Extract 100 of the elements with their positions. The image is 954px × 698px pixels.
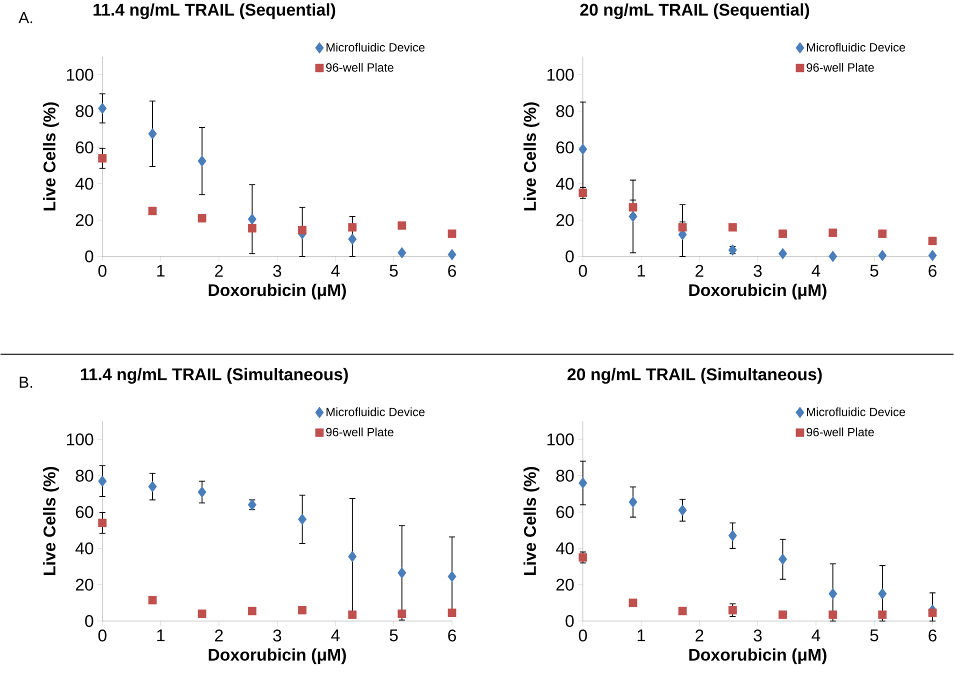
- point: [678, 504, 687, 516]
- y-tick-label: 0: [85, 250, 94, 262]
- y-tick-label: 100: [547, 433, 574, 446]
- x-tick-label: 2: [215, 264, 223, 277]
- y-tick-label: 0: [85, 615, 94, 628]
- point: [248, 224, 256, 232]
- point: [728, 530, 737, 542]
- x-axis-title: Doxorubicin (μM): [689, 284, 826, 300]
- point: [448, 248, 456, 260]
- x-tick-label: 3: [754, 264, 762, 277]
- x-tick-label: 0: [578, 630, 587, 642]
- point: [148, 480, 157, 492]
- point: [778, 248, 788, 260]
- point: [448, 608, 456, 618]
- y-axis-title: Live Cells (%): [524, 467, 540, 576]
- x-tick-label: 4: [812, 630, 820, 642]
- y-tick-label: 80: [76, 470, 94, 482]
- y-tick-label: 0: [566, 250, 574, 262]
- y-tick-label: 100: [66, 433, 94, 446]
- point: [248, 606, 256, 616]
- point: [348, 223, 357, 232]
- point: [778, 610, 787, 619]
- text: A.: [18, 12, 32, 24]
- point: [398, 221, 406, 230]
- x-tick-label: 4: [331, 264, 340, 277]
- y-axis-title: Live Cells (%): [43, 467, 59, 576]
- point: [828, 250, 838, 262]
- point: [928, 250, 937, 262]
- x-tick-label: 3: [754, 630, 762, 642]
- x-tick-label: 6: [928, 630, 936, 642]
- y-tick-label: 80: [76, 105, 94, 118]
- y-tick-label: 0: [566, 615, 574, 628]
- x-tick-label: 1: [157, 630, 165, 642]
- point: [828, 228, 838, 238]
- point: [878, 610, 887, 619]
- point: [828, 610, 838, 619]
- point: [198, 610, 206, 618]
- point: [728, 606, 737, 614]
- point: [148, 596, 157, 604]
- chart-title: 20 ng/mL TRAIL (Sequential): [580, 3, 810, 20]
- y-tick-label: 40: [556, 178, 574, 190]
- y-axis-title: Live Cells (%): [524, 102, 540, 210]
- x-tick-label: 0: [98, 630, 106, 642]
- y-tick-label: 60: [76, 506, 94, 518]
- point: [878, 230, 887, 238]
- x-tick-label: 2: [696, 630, 704, 642]
- point: [298, 226, 306, 234]
- x-tick-label: 3: [273, 630, 282, 642]
- point: [398, 610, 406, 618]
- y-tick-label: 20: [556, 214, 574, 226]
- point: [148, 128, 157, 140]
- point: [398, 567, 406, 579]
- x-tick-label: 0: [578, 264, 587, 277]
- point: [398, 247, 406, 258]
- y-tick-label: 100: [547, 68, 574, 81]
- x-tick-label: 5: [390, 630, 398, 642]
- y-tick-label: 60: [556, 141, 574, 154]
- point: [928, 608, 937, 618]
- point: [148, 206, 157, 216]
- x-tick-label: 4: [331, 630, 340, 642]
- y-tick-label: 40: [75, 542, 94, 554]
- y-tick-label: 60: [556, 506, 574, 518]
- y-tick-label: 40: [556, 542, 574, 554]
- legend-label: Microfluidic Device: [807, 407, 906, 416]
- x-tick-label: 6: [448, 264, 456, 277]
- point: [98, 476, 107, 487]
- legend-label: 96-well Plate: [806, 62, 874, 72]
- y-axis-title: Live Cells (%): [43, 102, 59, 210]
- y-tick-label: 100: [66, 68, 94, 81]
- y-tick-label: 40: [75, 178, 94, 190]
- legend-label: Microfluidic Device: [326, 42, 425, 52]
- x-tick-label: 5: [390, 264, 398, 277]
- point: [298, 606, 306, 614]
- legend-label: 96-well Plate: [326, 428, 394, 436]
- point: [348, 233, 357, 245]
- chart-title: 20 ng/mL TRAIL (Simultaneous): [568, 368, 822, 384]
- point: [628, 203, 638, 212]
- point: [578, 477, 588, 489]
- x-tick-label: 6: [928, 264, 936, 277]
- y-tick-label: 60: [76, 141, 94, 154]
- point: [628, 496, 638, 508]
- point: [298, 514, 307, 526]
- point: [98, 154, 107, 163]
- point: [628, 210, 638, 222]
- point: [778, 554, 788, 565]
- point: [628, 598, 638, 608]
- y-tick-label: 20: [556, 578, 574, 591]
- y-tick-label: 80: [556, 105, 574, 118]
- x-tick-label: 0: [98, 264, 106, 277]
- point: [248, 214, 256, 225]
- x-tick-label: 3: [273, 264, 282, 277]
- point: [98, 102, 107, 114]
- y-tick-label: 80: [556, 470, 574, 482]
- x-axis-title: Doxorubicin (μM): [208, 284, 346, 300]
- point: [198, 155, 206, 167]
- x-tick-label: 1: [157, 264, 165, 277]
- point: [348, 550, 357, 562]
- legend-label: Microfluidic Device: [807, 42, 906, 52]
- x-axis-title: Doxorubicin (μM): [689, 648, 826, 664]
- x-axis-title: Doxorubicin (μM): [208, 648, 346, 664]
